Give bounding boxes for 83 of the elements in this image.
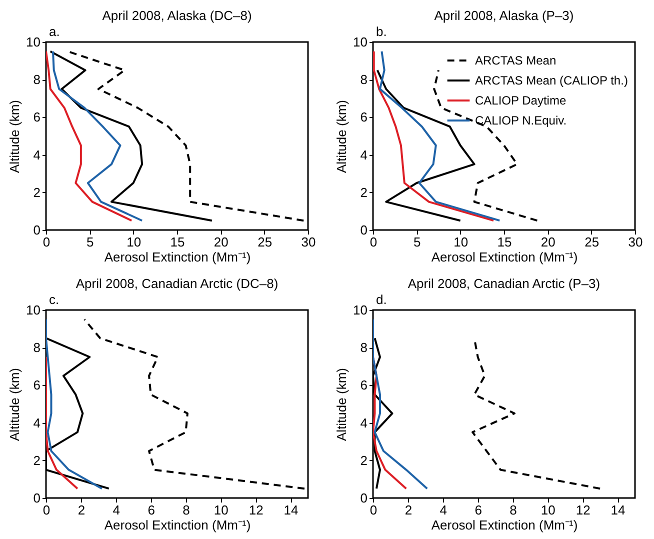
y-tick-label: 8: [360, 72, 368, 88]
y-tick-label: 10: [26, 302, 40, 318]
line-series: [376, 69, 476, 222]
x-tick-label: 6: [474, 502, 482, 518]
chart-title: April 2008, Alaska (P–3): [434, 8, 574, 23]
y-tick-label: 6: [33, 378, 40, 393]
x-tick-label: 14: [284, 502, 298, 518]
text: c.: [49, 292, 60, 307]
x-tick-label: 4: [440, 502, 447, 518]
y-axis-title: Altitude (km): [334, 368, 350, 441]
y-tick-label: 8: [33, 340, 40, 356]
y-axis-title: Altitude (km): [7, 100, 22, 173]
y-axis-title: Altitude (km): [7, 368, 22, 441]
y-tick-label: 2: [33, 452, 40, 468]
y-tick-label: 6: [360, 110, 368, 125]
chart-title: April 2008, Alaska (DC–8): [102, 8, 252, 23]
y-tick-label: 6: [33, 110, 40, 125]
y-tick-label: 0: [360, 222, 368, 238]
y-tick-label: 4: [33, 415, 40, 430]
legend-label: ARCTAS Mean: [475, 54, 556, 68]
x-tick-label: 0: [370, 234, 378, 250]
y-tick-label: 10: [353, 302, 368, 318]
y-axis-title: Altitude (km): [334, 100, 350, 173]
y-tick-label: 8: [360, 340, 368, 356]
chart-title: April 2008, Canadian Arctic (DC–8): [76, 276, 278, 291]
text: a.: [49, 24, 60, 39]
x-axis-title: Aerosol Extinction (Mm⁻¹): [431, 250, 578, 264]
x-tick-label: 25: [584, 234, 600, 250]
x-tick-label: 10: [454, 234, 468, 250]
text: d.: [376, 292, 387, 307]
line-series: [83, 318, 306, 490]
x-tick-label: 2: [404, 502, 412, 518]
y-tick-label: 0: [33, 222, 40, 238]
y-tick-label: 10: [353, 34, 368, 50]
text: b.: [376, 24, 387, 39]
x-tick-label: 20: [540, 234, 556, 250]
line-series: [373, 318, 428, 490]
y-tick-label: 2: [360, 184, 368, 200]
x-tick-label: 30: [628, 234, 643, 250]
x-tick-label: 15: [497, 234, 512, 250]
x-tick-label: 4: [112, 502, 120, 518]
legend-label: ARCTAS Mean (CALIOP th.): [475, 74, 628, 88]
x-tick-label: 12: [248, 502, 264, 518]
x-axis-title: Aerosol Extinction (Mm⁻¹): [431, 518, 578, 532]
x-tick-label: 10: [214, 502, 228, 518]
x-tick-label: 25: [258, 234, 272, 250]
x-tick-label: 20: [214, 234, 228, 250]
x-tick-label: 14: [610, 502, 626, 518]
legend-label: CALIOP Daytime: [475, 94, 566, 108]
x-tick-label: 10: [126, 234, 142, 250]
y-tick-label: 2: [33, 184, 40, 200]
x-tick-label: 15: [170, 234, 185, 250]
x-tick-label: 10: [540, 502, 556, 518]
y-tick-label: 0: [33, 490, 40, 506]
y-tick-label: 0: [360, 490, 368, 506]
x-tick-label: 5: [414, 234, 421, 250]
x-axis-title: Aerosol Extinction (Mm⁻¹): [104, 250, 251, 264]
x-tick-label: 0: [370, 502, 378, 518]
line-series: [46, 356, 78, 490]
legend-label: CALIOP N.Equiv.: [475, 114, 567, 128]
line-series: [49, 50, 213, 222]
x-axis-title: Aerosol Extinction (Mm⁻¹): [104, 518, 251, 532]
x-tick-label: 8: [182, 502, 190, 518]
y-tick-label: 8: [33, 72, 40, 88]
x-tick-label: 0: [42, 502, 50, 518]
x-tick-label: 8: [510, 502, 517, 518]
y-tick-label: 10: [26, 34, 40, 50]
x-tick-label: 30: [301, 234, 316, 250]
x-tick-label: 6: [148, 502, 155, 518]
y-tick-label: 4: [360, 415, 368, 430]
line-series: [66, 50, 305, 222]
line-series: [46, 50, 133, 222]
line-series: [46, 318, 103, 490]
x-tick-label: 0: [42, 234, 50, 250]
x-tick-label: 5: [86, 234, 94, 250]
y-tick-label: 6: [360, 378, 368, 393]
x-tick-label: 2: [78, 502, 86, 518]
chart-title: April 2008, Canadian Arctic (P–3): [408, 276, 600, 291]
y-tick-label: 4: [360, 147, 368, 162]
line-series: [52, 50, 144, 222]
x-tick-label: 12: [576, 502, 590, 518]
y-tick-label: 2: [360, 452, 368, 468]
y-tick-label: 4: [33, 147, 40, 162]
